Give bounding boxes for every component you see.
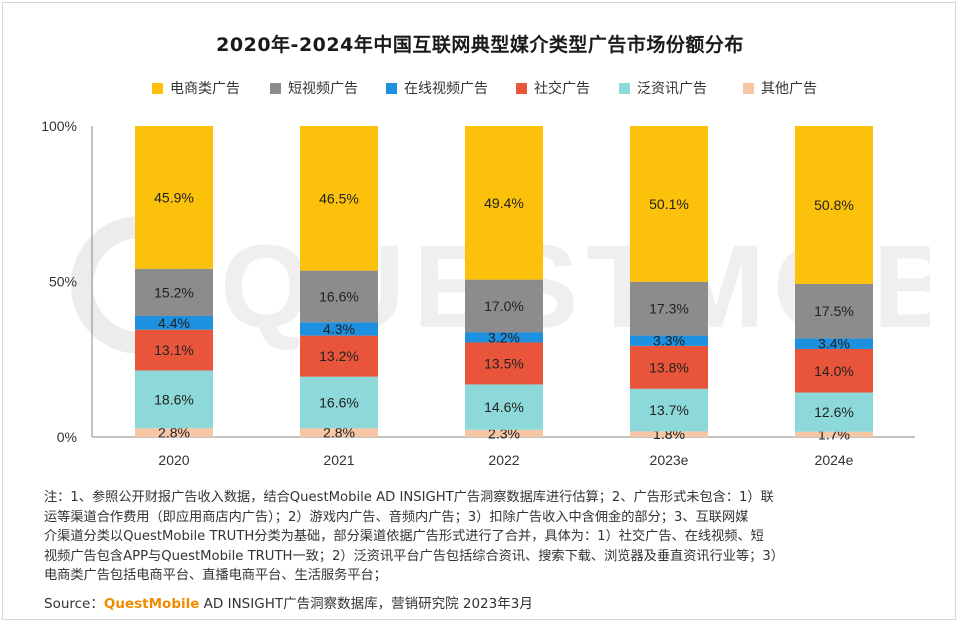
legend-swatch-ecommerce (152, 82, 163, 94)
chart-title: 2020年-2024年中国互联网典型媒介类型广告市场份额分布 (216, 34, 744, 56)
bar-segment (630, 345, 708, 389)
data-label: 3.4% (818, 336, 850, 352)
bar-segment (300, 322, 378, 336)
data-label: 46.5% (319, 190, 359, 206)
bar-segment (300, 428, 378, 437)
legend-label-news: 泛资讯广告 (637, 81, 707, 97)
bar-segment (465, 332, 543, 343)
data-label: 13.7% (649, 402, 689, 418)
y-tick-label: 0% (57, 429, 77, 445)
data-label: 12.6% (814, 404, 854, 420)
bar-segment (630, 126, 708, 282)
data-label: 13.2% (319, 348, 359, 364)
footnotes: 注：1、参照公开财报广告收入数据，结合QuestMobile AD INSIGH… (44, 488, 924, 586)
bar-segment (630, 335, 708, 346)
legend-label-social: 社交广告 (534, 81, 590, 97)
bar-segment (465, 384, 543, 430)
legend-label-online-video: 在线视频广告 (404, 81, 488, 97)
x-tick-label: 2021 (323, 452, 354, 468)
source-brand: QuestMobile (103, 596, 200, 612)
data-label: 17.5% (814, 303, 854, 319)
bar-segment (135, 268, 213, 317)
data-label: 14.6% (484, 399, 524, 415)
x-tick-label: 2024e (815, 452, 854, 468)
data-label: 4.4% (158, 315, 190, 331)
legend-swatch-other (743, 82, 754, 94)
source-line: Source：QuestMobile AD INSIGHT广告洞察数据库，营销研… (44, 592, 533, 612)
bar-segment (795, 348, 873, 393)
chart-legend: 电商类广告 短视频广告 在线视频广告 社交广告 泛资讯广告 其他广告 (0, 77, 960, 99)
source-prefix: Source： (44, 596, 104, 612)
bar-segment (795, 283, 873, 339)
legend-item-other: 其他广告 (743, 77, 817, 99)
data-label: 50.8% (814, 197, 854, 213)
bar-segment (795, 126, 873, 284)
data-label: 45.9% (154, 189, 194, 205)
bar-segment (465, 126, 543, 280)
bar-segment (465, 342, 543, 385)
legend-item-ecommerce: 电商类广告 (152, 77, 240, 99)
bar-segment (630, 388, 708, 432)
data-label: 13.8% (649, 359, 689, 375)
bar-segment (795, 338, 873, 349)
legend-label-short-video: 短视频广告 (288, 81, 358, 97)
bar-segment (300, 335, 378, 377)
bar-segment (465, 429, 543, 437)
legend-swatch-short-video (270, 82, 281, 94)
footnote-line-3: 介渠道分类以QuestMobile TRUTH分类为基础，部分渠道依据广告形式进… (44, 529, 764, 544)
bar-segment (135, 316, 213, 330)
x-tick-label: 2022 (488, 452, 519, 468)
bar-segment (135, 126, 213, 269)
legend-item-short-video: 短视频广告 (270, 77, 358, 99)
data-label: 16.6% (319, 394, 359, 410)
legend-item-social: 社交广告 (516, 77, 590, 99)
legend-item-news: 泛资讯广告 (619, 77, 707, 99)
legend-swatch-social (516, 82, 527, 94)
y-tick-label: 50% (49, 274, 77, 290)
legend-item-online-video: 在线视频广告 (386, 77, 488, 99)
bar-segment (135, 370, 213, 429)
data-label: 3.2% (488, 329, 520, 345)
data-label: 18.6% (154, 391, 194, 407)
bar-segment (135, 428, 213, 437)
data-label: 13.5% (484, 355, 524, 371)
legend-label-other: 其他广告 (761, 81, 817, 97)
data-label: 2.8% (158, 425, 190, 441)
data-label: 17.3% (649, 301, 689, 317)
bar-segment (630, 281, 708, 336)
x-tick-label: 2023e (650, 452, 689, 468)
data-label: 16.6% (319, 288, 359, 304)
source-rest: AD INSIGHT广告洞察数据库，营销研究院 2023年3月 (199, 596, 533, 612)
bar-segment (465, 279, 543, 333)
x-tick-label: 2020 (158, 452, 189, 468)
data-label: 15.2% (154, 284, 194, 300)
data-label: 13.1% (154, 342, 194, 358)
data-label: 17.0% (484, 298, 524, 314)
bar-segment (630, 431, 708, 437)
bar-segment (795, 392, 873, 432)
bar-segment (300, 376, 378, 429)
footnote-line-5: 电商类广告包括电商平台、直播电商平台、生活服务平台； (44, 568, 387, 583)
y-tick-label: 100% (41, 118, 77, 134)
bar-segment (300, 126, 378, 271)
data-label: 2.8% (323, 425, 355, 441)
footnote-line-4: 视频广告包含APP与QuestMobile TRUTH一致；2）泛资讯平台广告包… (44, 548, 784, 564)
data-label: 50.1% (649, 196, 689, 212)
footnote-line-1: 注：1、参照公开财报广告收入数据，结合QuestMobile AD INSIGH… (44, 490, 774, 505)
data-label: 14.0% (814, 363, 854, 379)
legend-swatch-news (619, 82, 630, 94)
data-label: 4.3% (323, 321, 355, 337)
data-label: 49.4% (484, 195, 524, 211)
footnote-line-2: 运等渠道合作费用（即应用商店内广告）；2）游戏内广告、音频内广告；3）扣除广告收… (44, 509, 749, 525)
bar-segment (300, 270, 378, 323)
legend-label-ecommerce: 电商类广告 (170, 81, 240, 97)
data-label: 3.3% (653, 333, 685, 349)
bar-segment (795, 431, 873, 437)
legend-swatch-online-video (386, 82, 397, 94)
bar-segment (135, 329, 213, 371)
